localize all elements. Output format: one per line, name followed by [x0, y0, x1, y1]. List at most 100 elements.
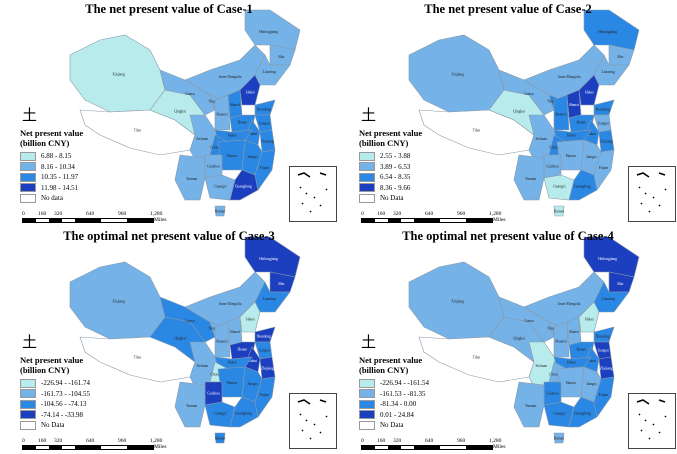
province-label: Xinjiang: [451, 300, 464, 304]
province-label: Tibet: [134, 129, 141, 133]
map-title: The optimal net present value of Case-3: [63, 229, 275, 243]
legend-label: 8.16 - 10.34: [41, 162, 75, 171]
province-label: Hubei: [567, 360, 576, 364]
province-hainan: [214, 432, 226, 444]
legend-item: No data: [20, 193, 83, 204]
legend: Net present value (billion CNY) -226.94 - …: [20, 355, 90, 431]
province-label: Inner Mongolia: [219, 75, 242, 79]
map-title: The net present value of Case-2: [424, 2, 592, 16]
scale-tick: 320: [54, 438, 63, 444]
south-china-sea-inset: [289, 393, 337, 449]
legend-item: No Data: [359, 193, 422, 204]
province-label: Yunnan: [525, 177, 536, 181]
province-label: Hebei: [585, 91, 594, 95]
legend-swatch: [20, 389, 36, 399]
legend-swatch: [20, 420, 36, 430]
scale-tick: 0: [22, 438, 25, 444]
legend-item: 2.55 - 3.88: [359, 151, 422, 162]
north-arrow-icon: 土: [22, 108, 38, 124]
province-label: Yunnan: [186, 404, 197, 408]
scale-bar: 0 160 320 640 960 1,280 Miles: [22, 211, 182, 223]
province-label: Hunan: [566, 154, 576, 158]
legend-swatch: [359, 151, 375, 161]
legend-item: 6.88 - 8.15: [20, 151, 83, 162]
province-label: Sichuan: [535, 137, 547, 141]
legend-swatch: [20, 172, 36, 182]
province-label: Hunan: [566, 381, 576, 385]
province-label: Guangxi: [214, 412, 226, 416]
province-label: Guizhou: [546, 391, 559, 395]
legend-label: 0.01 - 24.84: [380, 410, 414, 419]
province-label: Hebei: [585, 318, 594, 322]
province-shaanxi: [214, 321, 231, 358]
legend-unit: (billion CNY): [359, 138, 409, 148]
province-label: Ningxia: [209, 327, 221, 331]
legend-unit: (billion CNY): [359, 365, 409, 375]
province-label: Guangxi: [553, 412, 565, 416]
scale-tick: 0: [22, 211, 25, 217]
legend-swatch: [359, 410, 375, 420]
scale-tick: 640: [86, 211, 95, 217]
province-label: Hunan: [227, 381, 237, 385]
legend-label: -161.73 - -104.55: [41, 389, 90, 398]
legend-label: 2.55 - 3.88: [380, 152, 411, 161]
legend-item: 3.89 - 6.53: [359, 162, 422, 173]
province-label: Guangxi: [553, 185, 565, 189]
province-label: Sichuan: [196, 364, 208, 368]
legend-swatch: [20, 410, 36, 420]
scale-unit: Miles: [493, 217, 506, 223]
scale-tick: 1,280: [489, 438, 502, 444]
province-hainan: [553, 205, 565, 217]
province-label: Tibet: [473, 356, 480, 360]
province-label: Ningxia: [548, 100, 560, 104]
province-label: Zhejiang: [261, 367, 274, 371]
scale-tick: 320: [54, 211, 63, 217]
legend-label: -226.94 - -161.54: [380, 379, 429, 388]
province-label: Liaoning: [602, 297, 615, 301]
province-label: Shanxi: [569, 103, 579, 107]
province-fujian: [593, 149, 615, 191]
legend-title: Net present value: [20, 128, 84, 138]
north-arrow-icon: 土: [22, 335, 38, 351]
province-label: Hunan: [227, 154, 237, 158]
province-label: Gansu: [524, 319, 533, 323]
province-label: Xinjiang: [112, 73, 125, 77]
province-label: Anhui: [587, 132, 596, 136]
province-label: Hubei: [228, 360, 237, 364]
legend-swatch: [359, 389, 375, 399]
legend-label: No data: [41, 194, 63, 203]
province-label: Guangdong: [574, 184, 591, 188]
province-label: Anhui: [587, 359, 596, 363]
province-label: Liaoning: [263, 297, 276, 301]
province-label: Shanxi: [230, 330, 240, 334]
province-label: Shaanxi: [555, 339, 567, 343]
legend-title: Net present value: [359, 128, 423, 138]
province-label: Jiangsu: [259, 122, 270, 126]
province-label: Shandong: [257, 107, 272, 111]
legend-label: -81.34 - 0.00: [380, 400, 417, 409]
province-label: Jiangxi: [586, 382, 596, 386]
scale-bar: 0 160 320 640 960 1,280 Miles: [22, 438, 182, 450]
legend-swatch: [20, 183, 36, 193]
province-label: Inner Mongolia: [219, 302, 242, 306]
province-label: Chongqing: [549, 145, 565, 149]
province-label: Qinghai: [513, 336, 525, 340]
legend-swatch: [359, 378, 375, 388]
choropleth-map: Xinjiang Tibet Qinghai Gansu Inner Mongolia H…: [69, 236, 301, 444]
province-yunnan: [174, 154, 206, 201]
scale-tick: 320: [393, 438, 402, 444]
province-label: Liaoning: [263, 70, 276, 74]
legend-label: -104.56 - -74.13: [41, 400, 87, 409]
province-label: Jiangxi: [247, 155, 257, 159]
province-label: Shandong: [596, 107, 611, 111]
province-hebei: [239, 74, 261, 106]
province-label: Jilin: [278, 55, 284, 59]
province-label: Shaanxi: [555, 112, 567, 116]
legend-item: -81.34 - 0.00: [359, 399, 429, 410]
province-label: Jiangsu: [598, 122, 609, 126]
province-label: Hebei: [246, 318, 255, 322]
south-china-sea-inset: [628, 393, 676, 449]
province-hebei: [578, 301, 600, 333]
legend-item: -74.14 - -33.98: [20, 410, 90, 421]
